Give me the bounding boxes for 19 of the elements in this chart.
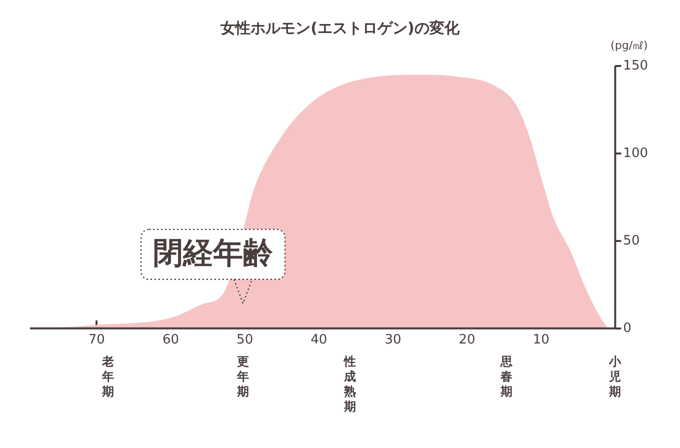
annotation: 閉経年齢: [153, 236, 274, 272]
y-axis-title: (pg/㎖): [610, 38, 648, 52]
text: 小児期: [608, 354, 622, 399]
text: 老年期: [100, 354, 114, 399]
x-tick-label: 50: [236, 332, 254, 348]
x-tick-label: 10: [532, 332, 550, 348]
y-tick-label: 150: [623, 58, 648, 74]
text: 思春期: [499, 354, 514, 399]
x-tick-label: 40: [310, 332, 328, 348]
text: 更年期: [236, 354, 250, 399]
y-tick-label: 0: [623, 320, 632, 336]
chart-title: 女性ホルモン(エストロゲン)の変化: [220, 18, 460, 37]
text: 性成熟期: [343, 354, 356, 414]
y-tick-label: 100: [623, 146, 648, 161]
x-tick-label: 20: [458, 332, 476, 348]
x-tick-label: 30: [384, 332, 402, 348]
x-tick-label: 60: [162, 332, 180, 348]
y-tick-label: 50: [623, 233, 640, 248]
x-tick-label: 70: [88, 332, 105, 348]
